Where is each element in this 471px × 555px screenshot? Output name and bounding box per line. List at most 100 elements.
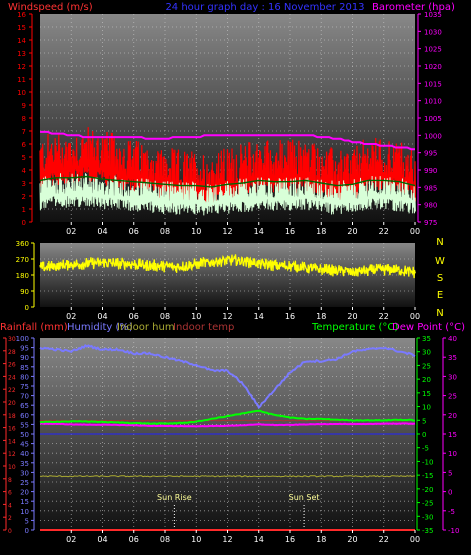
x-tick-label: 02 xyxy=(66,227,76,236)
rainfall-tick-label: 30 xyxy=(8,336,16,343)
x-tick-label: 08 xyxy=(160,227,170,236)
rainfall-tick-label: 6 xyxy=(8,490,12,497)
indoor-temp-tick-label: 20 xyxy=(448,412,457,420)
windspeed-tick-label: 11 xyxy=(17,76,26,84)
x-tick-label: 22 xyxy=(379,312,389,321)
x-tick-label: 22 xyxy=(379,535,389,544)
indoor-humidity-series xyxy=(39,475,415,478)
direction-tick-label: 0 xyxy=(25,304,29,312)
wind-panel: 0123456789101112131415169759809859909951… xyxy=(17,11,442,236)
temperature-tick-label: 5 xyxy=(422,417,426,425)
barometer-tick-label: 1000 xyxy=(424,132,442,140)
indoor-temp-tick-label: 5 xyxy=(448,469,452,477)
indoor-temp-tick-label: 0 xyxy=(448,489,452,497)
humidity-tick-label: 5 xyxy=(25,517,29,525)
indoor-temp-tick-label: 10 xyxy=(448,450,457,458)
x-tick-label: 02 xyxy=(66,312,76,321)
humidity-tick-label: 50 xyxy=(20,431,29,439)
rainfall-tick-label: 2 xyxy=(8,515,12,522)
humidity-tick-label: 60 xyxy=(20,412,29,420)
humidity-tick-label: 85 xyxy=(20,364,29,372)
x-tick-label: 12 xyxy=(222,312,232,321)
humidity-tick-label: 95 xyxy=(20,345,29,353)
x-tick-label: 08 xyxy=(160,535,170,544)
windspeed-tick-label: 12 xyxy=(17,63,26,71)
humidity-tick-label: 25 xyxy=(20,479,29,487)
barometer-tick-label: 980 xyxy=(424,202,437,210)
rainfall-axis-title: Rainfall (mm) xyxy=(0,322,68,333)
compass-letter: E xyxy=(437,290,443,301)
x-tick-label: 00 xyxy=(410,227,420,236)
temperature-tick-label: 0 xyxy=(422,431,426,439)
humidity-tick-label: 55 xyxy=(20,421,29,429)
temperature-tick-label: 10 xyxy=(422,404,431,412)
x-tick-label: 00 xyxy=(410,312,420,321)
rainfall-tick-label: 24 xyxy=(8,374,16,381)
x-tick-label: 12 xyxy=(222,227,232,236)
x-tick-label: 06 xyxy=(129,535,139,544)
humidity-tick-label: 100 xyxy=(16,335,29,343)
barometer-tick-label: 985 xyxy=(424,184,437,192)
humidity-tick-label: 65 xyxy=(20,402,29,410)
x-tick-label: 20 xyxy=(347,227,357,236)
windspeed-axis-title: Windspeed (m/s) xyxy=(8,2,93,13)
temperature-tick-label: 30 xyxy=(422,349,431,357)
rainfall-tick-label: 28 xyxy=(8,349,16,356)
x-tick-label: 10 xyxy=(191,227,201,236)
temperature-tick-label: -35 xyxy=(422,527,433,535)
x-tick-label: 22 xyxy=(379,227,389,236)
windspeed-tick-label: 2 xyxy=(22,193,26,201)
x-tick-label: 06 xyxy=(129,312,139,321)
windspeed-tick-label: 13 xyxy=(17,50,26,58)
barometer-tick-label: 1035 xyxy=(424,11,442,19)
rainfall-tick-label: 14 xyxy=(8,438,16,445)
windspeed-tick-label: 7 xyxy=(22,128,26,136)
windspeed-avg-series xyxy=(39,173,416,216)
direction-tick-label: 180 xyxy=(16,272,29,280)
barometer-tick-label: 1025 xyxy=(424,46,442,54)
compass-letter: N xyxy=(436,237,443,248)
windspeed-tick-label: 3 xyxy=(22,180,26,188)
barometer-series xyxy=(40,130,415,151)
humidity-tick-label: 80 xyxy=(20,373,29,381)
humidity-axis-title: Humidity (%) xyxy=(67,322,133,333)
x-tick-label: 02 xyxy=(66,535,76,544)
windspeed-tick-label: 10 xyxy=(17,89,26,97)
sunrise-label: Sun Rise xyxy=(157,493,192,502)
indoor-temp-label: Indoor temp xyxy=(173,322,234,333)
temperature-tick-label: -5 xyxy=(422,445,429,453)
x-tick-label: 14 xyxy=(254,227,264,236)
x-tick-label: 16 xyxy=(285,312,295,321)
chart-title: 24 hour graph day : 16 November 2013 xyxy=(165,2,364,13)
x-tick-label: 04 xyxy=(97,535,107,544)
windspeed-tick-label: 1 xyxy=(22,206,26,214)
indoor-hum-label: Indoor hum xyxy=(117,322,175,333)
windspeed-tick-label: 9 xyxy=(22,102,26,110)
direction-tick-label: 90 xyxy=(20,288,29,296)
x-tick-label: 14 xyxy=(254,535,264,544)
windspeed-tick-label: 4 xyxy=(22,167,27,175)
humidity-tick-label: 10 xyxy=(20,508,29,516)
humidity-tick-label: 40 xyxy=(20,450,29,458)
compass-letter: W xyxy=(435,256,445,267)
direction-tick-label: 270 xyxy=(16,256,29,264)
x-tick-label: 04 xyxy=(97,312,107,321)
compass-letter: S xyxy=(437,273,443,284)
humidity-tick-label: 15 xyxy=(20,498,29,506)
indoor-temp-tick-label: -10 xyxy=(448,527,459,535)
compass-letter: N xyxy=(436,308,443,319)
temperature-panel: Sun Rise Sun Set 024681012141618202224262… xyxy=(3,335,459,544)
x-tick-label: 20 xyxy=(347,312,357,321)
x-tick-label: 08 xyxy=(160,312,170,321)
indoor-temp-tick-label: 40 xyxy=(448,335,457,343)
x-tick-label: 18 xyxy=(316,227,326,236)
rainfall-tick-label: 12 xyxy=(8,451,16,458)
sunset-label: Sun Set xyxy=(289,493,320,502)
indoor-temp-tick-label: 25 xyxy=(448,393,457,401)
barometer-axis-title: Barometer (hpa) xyxy=(372,2,455,13)
barometer-tick-label: 1020 xyxy=(424,63,442,71)
humidity-tick-label: 70 xyxy=(20,393,29,401)
x-tick-label: 04 xyxy=(97,227,107,236)
indoor-temp-tick-label: 15 xyxy=(448,431,457,439)
temperature-tick-label: 15 xyxy=(422,390,431,398)
